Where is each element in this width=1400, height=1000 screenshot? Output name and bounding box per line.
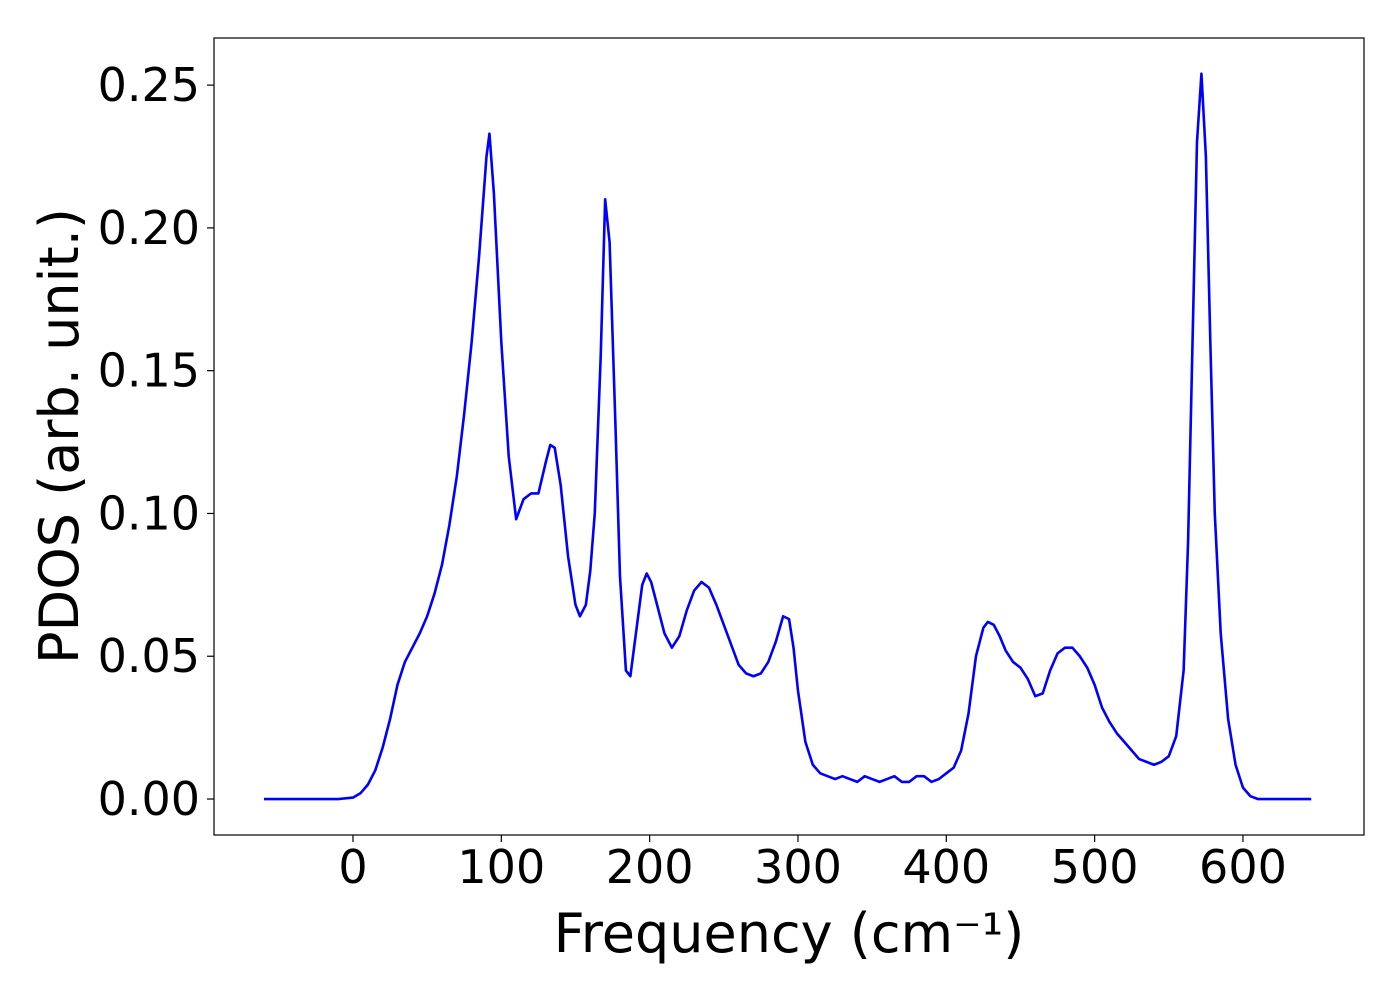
- x-tick-label: 0: [338, 840, 367, 894]
- x-tick-label: 300: [754, 840, 842, 894]
- y-tick-label: 0.15: [98, 344, 200, 398]
- y-tick-label: 0.00: [98, 772, 200, 826]
- pdos-line: [263, 72, 1312, 801]
- x-axis-label: Frequency (cm⁻¹): [554, 902, 1025, 965]
- y-tick-label: 0.20: [98, 201, 200, 255]
- x-tick-label: 400: [902, 840, 990, 894]
- y-tick-label: 0.10: [98, 486, 200, 540]
- x-tick-label: 100: [457, 840, 545, 894]
- y-tick-label: 0.25: [98, 58, 200, 112]
- x-tick-label: 200: [606, 840, 694, 894]
- plot-frame: [213, 37, 1365, 836]
- x-tick-label: 500: [1051, 840, 1139, 894]
- y-tick-label: 0.05: [98, 629, 200, 683]
- x-tick-label: 600: [1199, 840, 1287, 894]
- y-axis-label: PDOS (arb. unit.): [28, 208, 91, 664]
